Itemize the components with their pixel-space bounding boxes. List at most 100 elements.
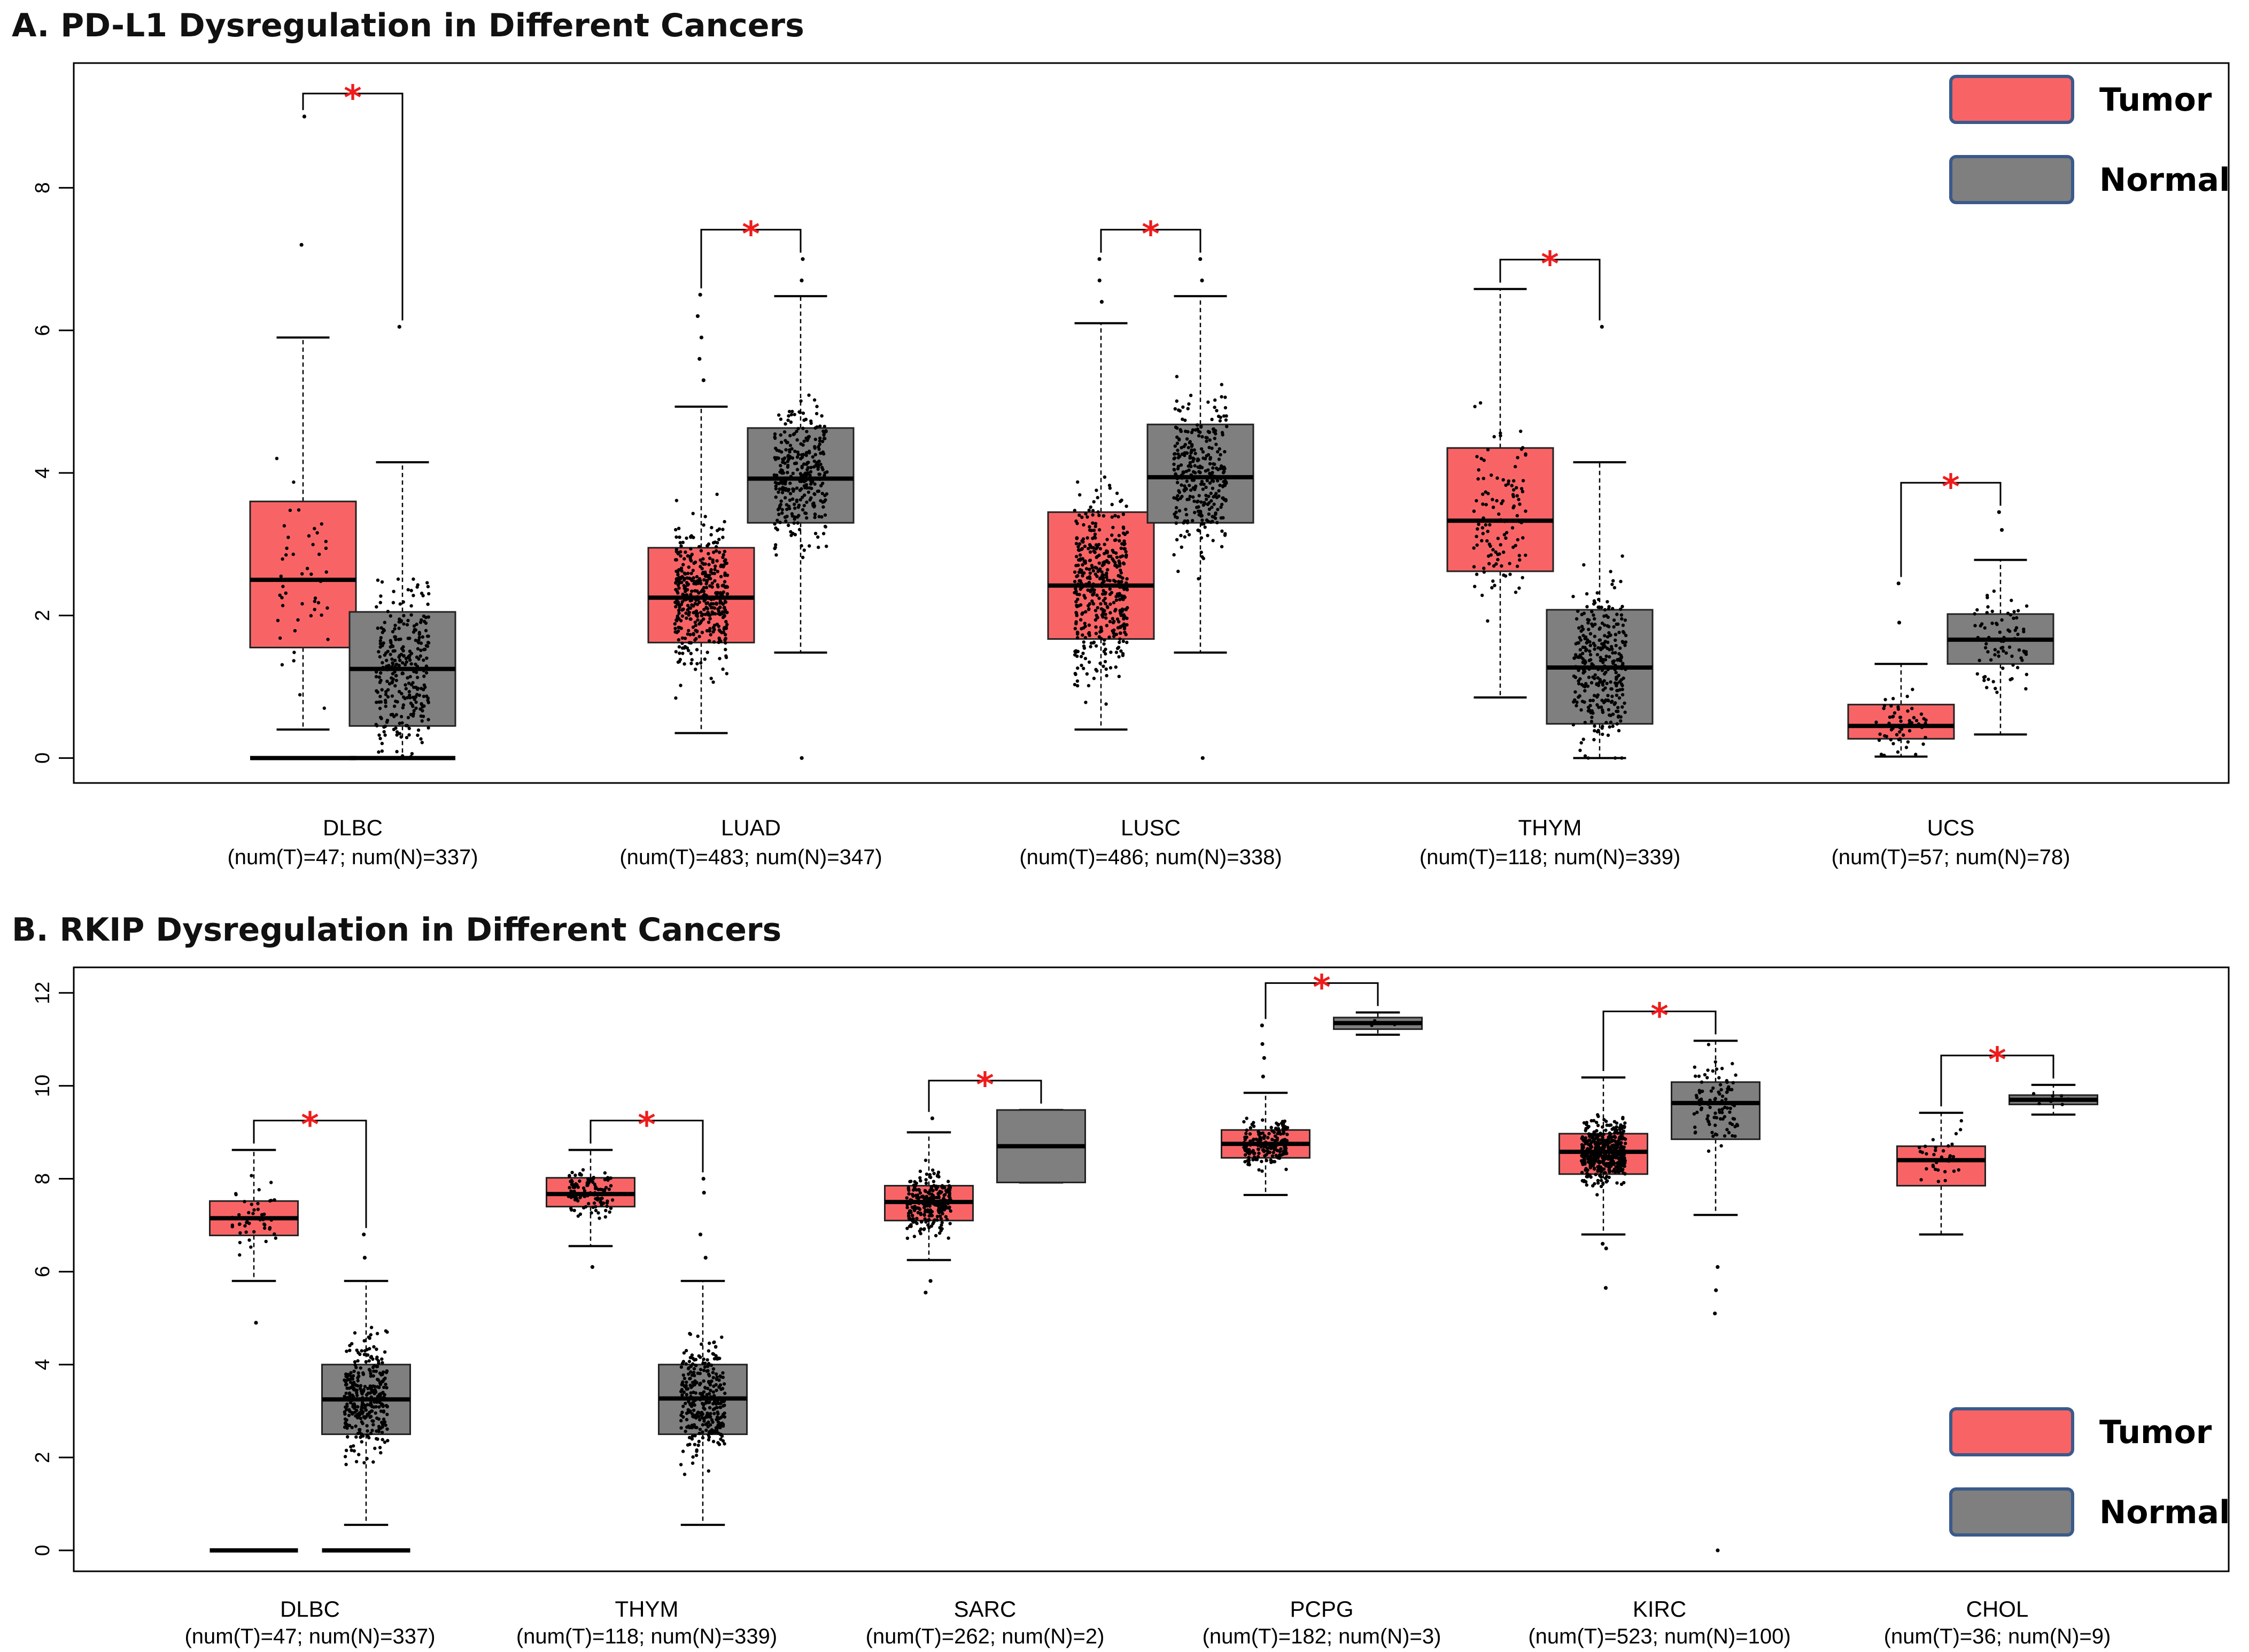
data-point	[717, 640, 720, 645]
data-point	[2059, 1094, 2064, 1098]
data-point	[381, 1391, 385, 1394]
data-point	[1604, 1128, 1608, 1132]
data-point	[722, 583, 725, 587]
data-point	[1582, 1121, 1586, 1125]
data-point	[1486, 554, 1491, 558]
data-point	[699, 1382, 702, 1385]
data-point	[281, 603, 285, 608]
data-point	[1585, 1121, 1588, 1124]
data-point	[821, 532, 826, 536]
data-point	[379, 1409, 383, 1413]
data-point	[780, 511, 784, 515]
data-point	[1201, 456, 1205, 460]
data-point	[923, 1217, 927, 1221]
data-point	[1573, 676, 1578, 679]
data-point	[394, 674, 398, 678]
data-point	[1584, 682, 1588, 686]
data-point	[1918, 1150, 1922, 1153]
data-point	[723, 1411, 726, 1415]
data-point	[1601, 1135, 1604, 1139]
data-point	[1178, 497, 1182, 500]
data-point	[1199, 550, 1203, 554]
category-label: THYM	[1518, 815, 1582, 840]
data-point	[1075, 555, 1079, 559]
data-point	[1188, 456, 1192, 460]
data-point	[593, 1193, 596, 1197]
outlier-point	[1097, 257, 1102, 261]
data-point	[377, 1385, 381, 1390]
data-point	[281, 585, 285, 588]
data-point	[412, 624, 416, 628]
data-point	[1592, 1167, 1596, 1171]
outlier-point	[800, 278, 804, 283]
data-point	[380, 749, 384, 753]
data-point	[424, 621, 428, 625]
data-point	[715, 602, 718, 606]
data-point	[1086, 588, 1090, 592]
outlier-point	[702, 1190, 706, 1195]
data-point	[238, 1231, 242, 1235]
data-point	[1283, 1151, 1286, 1155]
data-point	[1573, 698, 1577, 702]
data-point	[2012, 616, 2015, 621]
data-point	[774, 526, 778, 530]
data-point	[1193, 510, 1197, 515]
data-point	[1580, 1148, 1584, 1152]
sample-count-label: (num(T)=483; num(N)=347)	[619, 846, 882, 869]
data-point	[377, 1405, 381, 1409]
data-point	[801, 411, 805, 415]
data-point	[1891, 726, 1895, 730]
outlier-point	[1999, 528, 2004, 532]
data-point	[1607, 1141, 1610, 1145]
data-point	[702, 1419, 706, 1423]
data-point	[712, 1411, 716, 1416]
data-point	[708, 617, 712, 621]
data-point	[355, 1393, 359, 1398]
data-point	[1196, 528, 1200, 532]
data-point	[1932, 1165, 1935, 1168]
data-point	[426, 585, 430, 588]
data-point	[714, 1345, 718, 1348]
data-point	[716, 591, 720, 595]
data-point	[1267, 1143, 1271, 1147]
data-point	[711, 1431, 715, 1434]
data-point	[609, 1176, 613, 1180]
data-point	[1482, 567, 1486, 570]
significance-star: *	[1988, 1041, 2006, 1080]
data-point	[780, 471, 784, 475]
data-point	[1478, 401, 1483, 405]
data-point	[1205, 498, 1208, 501]
data-point	[385, 679, 389, 684]
data-point	[426, 696, 430, 700]
data-point	[1906, 709, 1910, 713]
data-point	[803, 493, 806, 497]
data-point	[934, 1234, 938, 1238]
data-point	[1603, 1149, 1607, 1153]
data-point	[802, 480, 806, 484]
data-point	[1083, 622, 1087, 625]
y-tick-label: 4	[32, 1359, 54, 1370]
data-point	[1181, 417, 1184, 421]
data-point	[723, 519, 726, 524]
data-point	[400, 692, 404, 696]
data-point	[704, 1428, 708, 1432]
data-point	[2016, 632, 2020, 637]
data-point	[412, 670, 416, 673]
data-point	[798, 498, 803, 502]
data-point	[720, 1434, 724, 1438]
data-point	[1182, 521, 1185, 525]
data-point	[1196, 499, 1200, 503]
data-point	[379, 626, 383, 630]
data-point	[711, 1352, 716, 1356]
data-point	[1096, 569, 1100, 573]
data-point	[376, 626, 379, 630]
data-point	[709, 1363, 714, 1367]
data-point	[256, 1207, 260, 1211]
data-point	[1590, 715, 1594, 719]
data-point	[680, 569, 684, 573]
data-point	[1188, 441, 1192, 445]
data-point	[1193, 464, 1197, 468]
group-ucs: *UCS(num(T)=57; num(N)=78)	[1832, 468, 2070, 869]
data-point	[1620, 666, 1624, 671]
